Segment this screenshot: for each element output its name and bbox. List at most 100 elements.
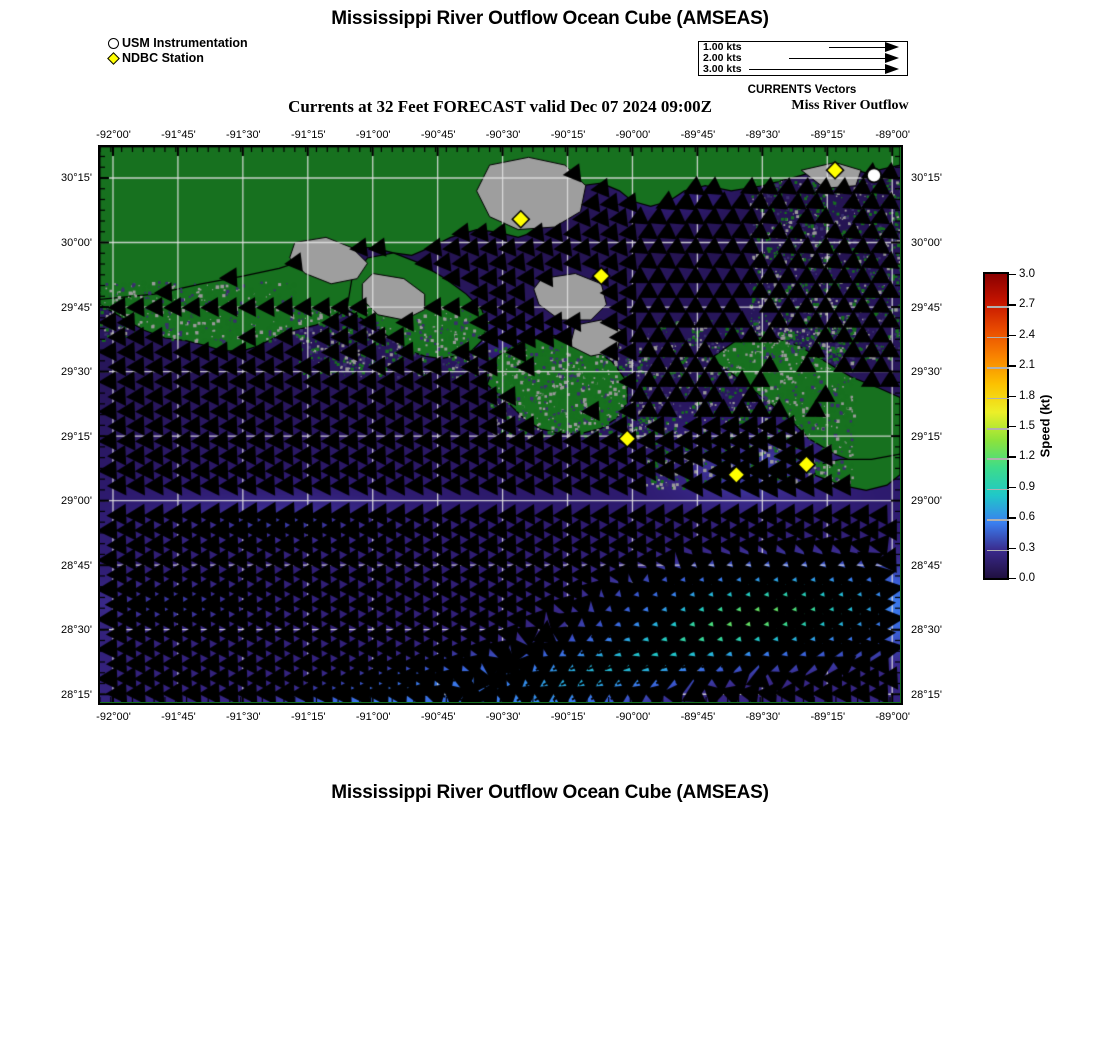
vector-scale-label: 1.00 kts (703, 41, 742, 53)
colorbar-separator (987, 549, 1009, 552)
currents-map-canvas[interactable] (100, 147, 900, 702)
legend-item-usm: USM Instrumentation (108, 36, 248, 51)
longitude-tick-label: -90°45' (420, 129, 456, 141)
latitude-tick-label: 29°30' (911, 366, 942, 379)
colorbar-separator (987, 428, 1009, 430)
latitude-tick-label: 28°30' (911, 624, 942, 637)
latitude-tick-label: 28°45' (61, 559, 92, 572)
legend-label-ndbc: NDBC Station (122, 51, 204, 65)
colorbar-tick (1009, 365, 1016, 367)
colorbar-separator (987, 367, 1009, 369)
colorbar-separator (987, 488, 1009, 491)
vector-scale-row: 3.00 kts (699, 63, 907, 75)
vector-scale-label: 3.00 kts (703, 63, 742, 75)
colorbar-tick-label: 0.6 (1019, 511, 1035, 524)
longitude-tick-label: -92°00' (96, 711, 131, 723)
longitude-tick-label: -91°00' (355, 129, 391, 141)
colorbar-tick-label: 0.3 (1019, 541, 1035, 554)
latitude-tick-label: 29°00' (61, 495, 92, 508)
vector-scale-row: 2.00 kts (699, 52, 907, 64)
colorbar-tick (1009, 274, 1016, 276)
vector-shaft-icon (749, 69, 885, 71)
colorbar-title: Speed (kt) (1037, 394, 1053, 458)
vector-scale-row: 1.00 kts (699, 41, 907, 53)
latitude-tick-label: 30°15' (61, 172, 92, 185)
longitude-tick-label: -89°00' (875, 129, 911, 141)
latitude-tick-label: 28°15' (61, 688, 92, 701)
yellow-diamond-marker-icon (107, 52, 120, 65)
longitude-tick-label: -89°30' (745, 711, 781, 723)
longitude-tick-label: -91°15' (290, 129, 326, 141)
latitude-tick-label: 29°15' (61, 430, 92, 443)
longitude-tick-label: -90°45' (420, 711, 456, 723)
vector-shaft-icon (829, 47, 885, 49)
longitude-tick-label: -91°15' (290, 711, 326, 723)
longitude-tick-label: -90°00' (615, 129, 651, 141)
colorbar-tick (1009, 517, 1016, 519)
longitude-tick-label: -92°00' (96, 129, 131, 141)
currents-vectors-caption: CURRENTS Vectors (747, 84, 857, 96)
open-circle-marker-icon (108, 38, 119, 49)
colorbar-tick (1009, 334, 1016, 337)
colorbar-tick (1009, 395, 1016, 397)
longitude-tick-label: -90°30' (485, 129, 521, 141)
forecast-subtitle: Currents at 32 Feet FORECAST valid Dec 0… (288, 97, 712, 116)
vector-scale-label: 2.00 kts (703, 52, 742, 64)
latitude-tick-label: 29°00' (911, 495, 942, 508)
latitude-tick-label: 30°00' (911, 237, 942, 249)
longitude-tick-label: -89°15' (810, 711, 846, 723)
longitude-tick-label: -89°00' (875, 711, 911, 723)
latitude-tick-label: 29°45' (61, 301, 92, 314)
legend-label-usm: USM Instrumentation (122, 36, 248, 50)
bottom-title: Mississippi River Outflow Ocean Cube (AM… (331, 782, 769, 803)
colorbar-tick (1009, 426, 1016, 428)
longitude-tick-label: -90°00' (615, 711, 651, 723)
vector-arrowhead-icon (885, 53, 899, 63)
colorbar-separator (987, 458, 1009, 460)
vector-arrowhead-icon (885, 42, 899, 52)
latitude-tick-label: 30°15' (911, 172, 942, 185)
outflow-label: Miss River Outflow (791, 98, 909, 113)
longitude-tick-label: -89°30' (745, 129, 781, 141)
colorbar-tick-label: 1.2 (1019, 450, 1035, 463)
page-title: Mississippi River Outflow Ocean Cube (AM… (331, 8, 769, 29)
latitude-tick-label: 29°15' (911, 430, 942, 443)
colorbar-tick-label: 3.0 (1019, 268, 1035, 280)
longitude-tick-label: -90°15' (550, 129, 586, 141)
latitude-tick-label: 30°00' (61, 237, 92, 249)
colorbar-separator (987, 336, 1009, 339)
legend-item-ndbc: NDBC Station (107, 51, 248, 66)
map-plot-area[interactable] (98, 145, 903, 705)
latitude-tick-label: 29°30' (61, 366, 92, 379)
station-legend: USM Instrumentation NDBC Station (107, 36, 248, 66)
colorbar-separator (987, 306, 1009, 308)
colorbar-tick (1009, 578, 1016, 580)
colorbar-separator (987, 397, 1009, 400)
latitude-tick-label: 28°15' (911, 688, 942, 701)
colorbar-tick-label: 1.5 (1019, 420, 1035, 432)
colorbar-tick-label: 0.0 (1019, 572, 1035, 584)
colorbar-gradient (983, 272, 1009, 580)
colorbar-tick-label: 2.1 (1019, 359, 1035, 372)
colorbar-separator (987, 519, 1009, 521)
colorbar-tick-label: 2.7 (1019, 298, 1035, 311)
colorbar-tick (1009, 456, 1016, 458)
vector-scale-legend: 1.00 kts 2.00 kts 3.00 kts (698, 41, 908, 76)
vector-arrowhead-icon (885, 64, 899, 74)
longitude-tick-label: -91°30' (226, 711, 261, 723)
longitude-tick-label: -90°15' (550, 711, 586, 723)
longitude-tick-label: -89°45' (680, 129, 716, 141)
colorbar-tick (1009, 547, 1016, 549)
latitude-tick-label: 29°45' (911, 301, 942, 314)
longitude-tick-label: -90°30' (485, 711, 521, 723)
longitude-tick-label: -91°45' (161, 711, 196, 723)
colorbar-tick-label: 0.9 (1019, 480, 1035, 493)
colorbar-tick (1009, 304, 1016, 306)
colorbar-tick (1009, 486, 1016, 489)
latitude-tick-label: 28°30' (61, 624, 92, 637)
longitude-tick-label: -91°30' (226, 129, 261, 141)
longitude-tick-label: -91°00' (355, 711, 391, 723)
vector-shaft-icon (789, 58, 885, 60)
latitude-tick-label: 28°45' (911, 559, 942, 572)
longitude-tick-label: -89°15' (810, 129, 846, 141)
